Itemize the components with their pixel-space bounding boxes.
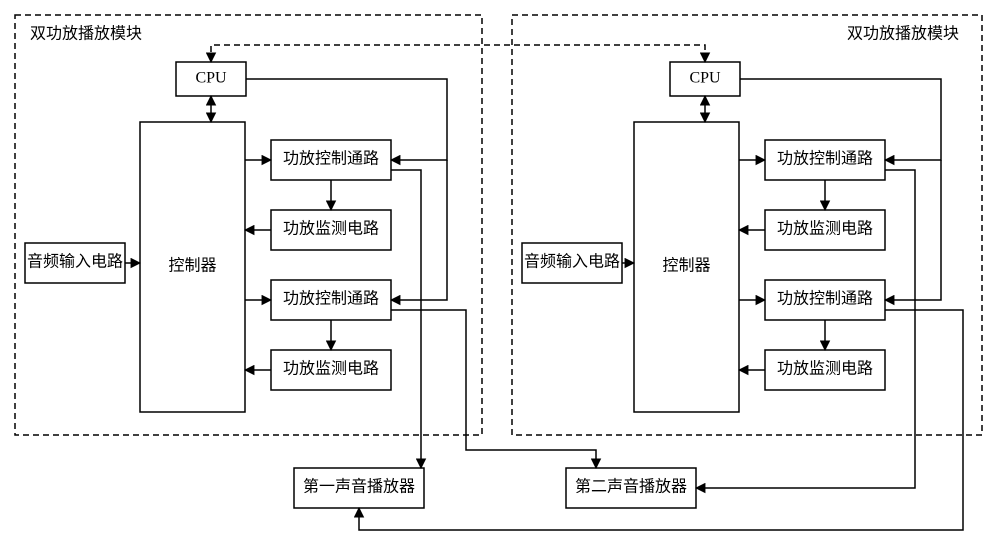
right-module-title: 双功放播放模块 [847, 25, 959, 43]
left-amp-mon-2-label: 功放监测电路 [283, 360, 379, 378]
left-amp-mon-1-label: 功放监测电路 [283, 220, 379, 238]
left-module-frame [15, 15, 482, 435]
right-amp-mon-1-label: 功放监测电路 [777, 220, 873, 238]
right-cpu-label: CPU [689, 70, 721, 87]
left-amp-ctrl-1-label: 功放控制通路 [283, 150, 379, 168]
right-module-frame [512, 15, 982, 435]
left-audio-in-label: 音频输入电路 [27, 253, 123, 271]
left-controller-label: 控制器 [168, 257, 216, 275]
left-cpu-label: CPU [195, 70, 227, 87]
right-amp-ctrl-2-label: 功放控制通路 [777, 290, 873, 308]
player1-label: 第一声音播放器 [303, 478, 415, 496]
left-module-title: 双功放播放模块 [30, 25, 142, 43]
right-controller-label: 控制器 [662, 257, 710, 275]
player2-label: 第二声音播放器 [575, 478, 687, 496]
diagram-canvas: 双功放播放模块 CPU 控制器 音频输入电路 功放控制通路 功放监测电路 功放控… [0, 0, 1000, 547]
right-amp-mon-2-label: 功放监测电路 [777, 360, 873, 378]
left-amp-ctrl-2-label: 功放控制通路 [283, 290, 379, 308]
right-audio-in-label: 音频输入电路 [524, 253, 620, 271]
right-amp-ctrl-1-label: 功放控制通路 [777, 150, 873, 168]
